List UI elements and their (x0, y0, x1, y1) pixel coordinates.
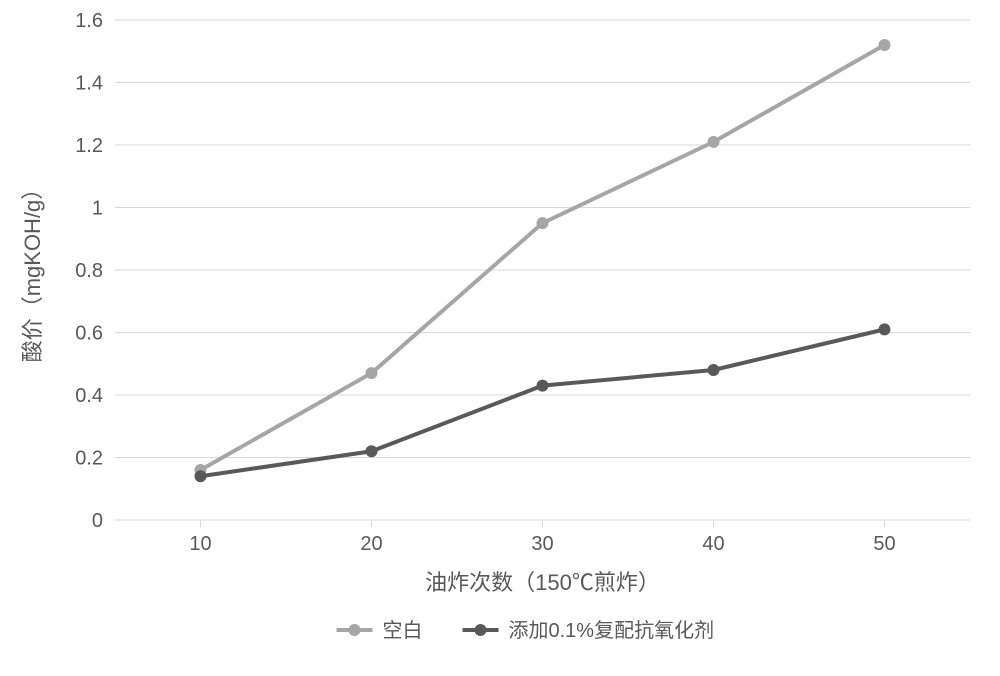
y-tick-label: 0.6 (75, 323, 103, 345)
series-marker (537, 380, 549, 392)
chart-container: 0 0.2 0.4 0.6 0.8 1 1.2 1.4 1.6 10 20 30 40 50 油炸次数（15… (0, 0, 1000, 676)
legend-marker (475, 624, 487, 636)
x-tick-label: 30 (531, 533, 553, 555)
series-marker (708, 136, 720, 148)
line-chart: 0 0.2 0.4 0.6 0.8 1 1.2 1.4 1.6 10 20 30 40 50 油炸次数（15… (0, 0, 1000, 676)
series-marker (366, 367, 378, 379)
x-tick-label: 20 (360, 533, 382, 555)
y-tick-label: 1 (92, 198, 103, 220)
y-tick-label: 0.8 (75, 260, 103, 282)
y-axis-label: 酸价（mgKOH/g） (20, 178, 45, 363)
y-tick-label: 1.6 (75, 10, 103, 32)
legend-marker (349, 624, 361, 636)
series-marker (366, 445, 378, 457)
series-marker (879, 323, 891, 335)
y-tick-label: 0 (92, 510, 103, 532)
y-tick-label: 1.4 (75, 73, 103, 95)
x-tick-label: 50 (873, 533, 895, 555)
y-tick-label: 0.4 (75, 385, 103, 407)
y-tick-label: 1.2 (75, 135, 103, 157)
series-marker (537, 217, 549, 229)
y-tick-label: 0.2 (75, 448, 103, 470)
series-marker (879, 39, 891, 51)
legend-label: 空白 (383, 619, 423, 642)
x-tick-label: 40 (702, 533, 724, 555)
legend-label: 添加0.1%复配抗氧化剂 (509, 619, 715, 642)
x-axis-label: 油炸次数（150℃煎炸） (425, 570, 660, 595)
series-marker (708, 364, 720, 376)
x-tick-label: 10 (189, 533, 211, 555)
series-marker (195, 470, 207, 482)
